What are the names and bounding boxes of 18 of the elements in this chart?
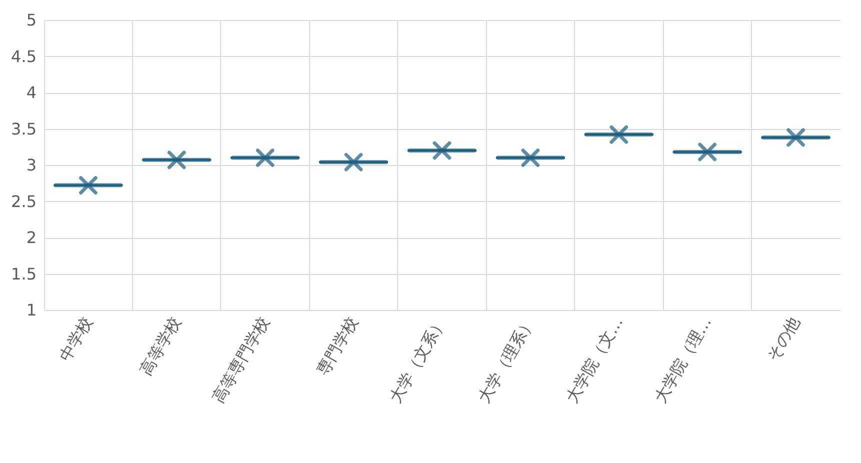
y-tick-label: 3.5 [11,119,36,138]
x-tick-label: 大学院（理… [650,314,716,406]
y-tick-label: 1 [26,300,36,320]
y-tick-label: 2.5 [11,192,36,211]
y-tick-label: 4.5 [11,46,36,66]
x-tick-label: 大学（文系） [385,314,450,406]
x-tick-label: 中学校 [56,314,96,365]
y-tick-label: 1.5 [11,264,36,284]
y-tick-label: 4 [26,83,36,102]
y-tick-label: 5 [26,10,36,30]
x-tick-label: 大学（理系） [474,314,538,406]
y-tick-label: 2 [26,228,36,247]
x-tick-label: 大学院（文… [562,314,627,406]
x-tick-label: 高等専門学校 [208,314,273,406]
x-tick-label: 専門学校 [312,314,362,378]
x-tick-label: 高等学校 [136,314,184,378]
x-tick-label: その他 [763,314,804,365]
y-tick-label: 3 [26,156,36,174]
